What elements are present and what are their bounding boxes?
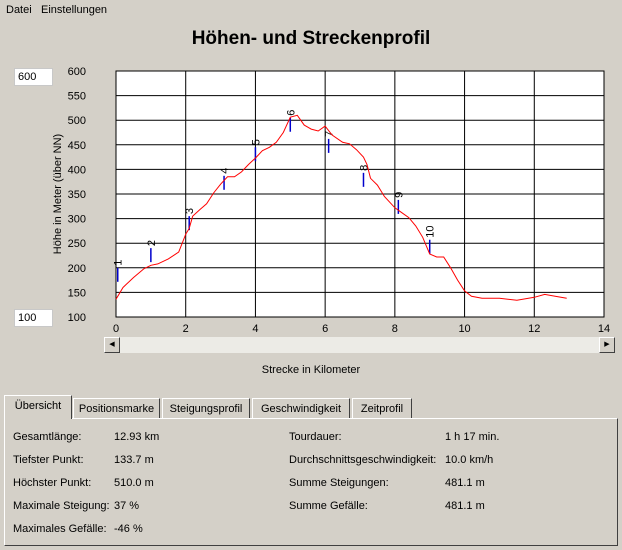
marker-label-2: 2 xyxy=(146,240,158,246)
x-tick-label: 4 xyxy=(252,323,258,335)
max-climb-label: Maximale Steigung: xyxy=(13,500,110,512)
scroll-left-icon[interactable]: ◀ xyxy=(104,337,120,353)
page-title: Höhen- und Streckenprofil xyxy=(191,28,431,49)
elevation-line xyxy=(115,114,567,301)
x-tick-label: 2 xyxy=(183,323,189,335)
marker-label-4: 4 xyxy=(219,168,231,174)
tab-gradient-profile[interactable]: Steigungsprofil xyxy=(162,398,250,418)
total-length-label: Gesamtlänge: xyxy=(13,431,82,443)
y-tick-label: 100 xyxy=(68,312,86,324)
y-tick-label: 550 xyxy=(68,91,86,103)
x-tick-label: 14 xyxy=(598,323,610,335)
position-markers: 1 2 3 4 5 6 7 8 9 10 xyxy=(113,110,437,282)
marker-label-9: 9 xyxy=(393,192,405,198)
overview-panel: Gesamtlänge: 12.93 km Tiefster Punkt: 13… xyxy=(4,418,618,546)
scroll-right-icon[interactable]: ▶ xyxy=(599,337,615,353)
y-tick-label: 250 xyxy=(68,238,86,250)
menu-bar: Datei Einstellungen xyxy=(0,0,622,20)
marker-label-10: 10 xyxy=(425,226,437,238)
sum-ascent-label: Summe Steigungen: xyxy=(289,477,389,489)
tab-time-profile[interactable]: Zeitprofil xyxy=(352,398,412,418)
marker-label-1: 1 xyxy=(113,260,125,266)
x-axis-ticks: 0 2 4 6 8 10 12 14 xyxy=(113,323,610,335)
horizontal-scrollbar[interactable]: ◀ ▶ xyxy=(104,337,615,353)
avg-speed-label: Durchschnittsgeschwindigkeit: xyxy=(289,454,437,466)
marker-label-6: 6 xyxy=(285,110,297,116)
duration-value: 1 h 17 min. xyxy=(445,431,500,443)
y-tick-label: 300 xyxy=(68,214,86,226)
x-axis-label: Strecke in Kilometer xyxy=(261,364,361,376)
sum-descent-label: Summe Gefälle: xyxy=(289,500,368,512)
y-tick-label: 500 xyxy=(68,115,86,127)
y-tick-label: 450 xyxy=(68,140,86,152)
avg-speed-value: 10.0 km/h xyxy=(445,454,494,466)
marker-label-8: 8 xyxy=(358,165,370,171)
x-tick-label: 0 xyxy=(113,323,119,335)
x-tick-label: 12 xyxy=(528,323,540,335)
y-tick-label: 600 xyxy=(68,66,86,78)
y-tick-label: 350 xyxy=(68,189,86,201)
y-axis-ticks: 100 150 200 250 300 350 400 450 500 550 600 xyxy=(68,66,86,324)
marker-label-3: 3 xyxy=(184,208,196,214)
highest-point-value: 510.0 m xyxy=(114,477,154,489)
y-min-input[interactable]: 100 xyxy=(14,309,53,327)
marker-label-5: 5 xyxy=(250,139,262,145)
duration-label: Tourdauer: xyxy=(289,431,342,443)
max-climb-value: 37 % xyxy=(114,500,140,512)
x-tick-label: 10 xyxy=(458,323,470,335)
highest-point-label: Höchster Punkt: xyxy=(13,477,92,489)
y-tick-label: 200 xyxy=(68,263,86,275)
lowest-point-value: 133.7 m xyxy=(114,454,154,466)
y-tick-label: 150 xyxy=(68,287,86,299)
x-tick-label: 8 xyxy=(392,323,398,335)
marker-label-7: 7 xyxy=(324,131,336,137)
tab-overview[interactable]: Übersicht xyxy=(4,395,72,419)
menu-file[interactable]: Datei xyxy=(6,4,32,16)
max-descent-label: Maximales Gefälle: xyxy=(13,523,107,535)
tab-position-marker[interactable]: Positionsmarke xyxy=(73,398,160,418)
total-length-value: 12.93 km xyxy=(114,431,160,443)
y-axis-label: Höhe in Meter (über NN) xyxy=(52,134,64,254)
lowest-point-label: Tiefster Punkt: xyxy=(13,454,84,466)
grid-lines xyxy=(116,71,604,317)
menu-settings[interactable]: Einstellungen xyxy=(41,4,108,16)
max-descent-value: -46 % xyxy=(114,523,143,535)
sum-ascent-value: 481.1 m xyxy=(445,477,485,489)
x-tick-label: 6 xyxy=(322,323,328,335)
sum-descent-value: 481.1 m xyxy=(445,500,485,512)
y-tick-label: 400 xyxy=(68,164,86,176)
y-max-input[interactable]: 600 xyxy=(14,68,53,86)
tab-speed[interactable]: Geschwindigkeit xyxy=(252,398,350,418)
